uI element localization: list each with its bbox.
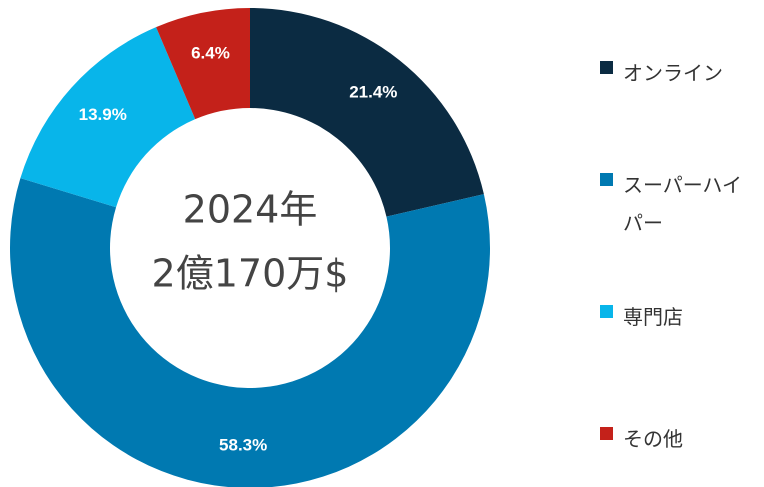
legend-label: その他 [623, 427, 683, 451]
legend-item: スーパーハイパー [600, 166, 748, 242]
legend-swatch [600, 173, 613, 186]
legend-item: その他 [600, 420, 748, 458]
center-label: 2億170万$ [152, 252, 349, 296]
legend-swatch [600, 61, 613, 74]
donut-area: 21.4% 58.3% 13.9% 6.4% 2024年 2億170万$ [10, 8, 490, 487]
donut-slice [20, 27, 196, 208]
value-label: 13.9% [79, 105, 127, 124]
value-label: 58.3% [219, 435, 267, 454]
legend-item: オンライン [600, 54, 748, 92]
legend-swatch [600, 305, 613, 318]
legend-swatch [600, 427, 613, 440]
center-label: 2024年 [183, 188, 318, 232]
legend-label: オンライン [623, 61, 723, 85]
value-label: 6.4% [191, 43, 230, 62]
value-label: 21.4% [349, 83, 397, 102]
donut-slice [250, 8, 484, 217]
legend-label: スーパーハイパー [623, 173, 742, 235]
legend-item: 専門店 [600, 298, 748, 336]
donut-slice [10, 178, 490, 487]
donut-slice [156, 8, 250, 120]
legend-label: 専門店 [623, 305, 683, 329]
